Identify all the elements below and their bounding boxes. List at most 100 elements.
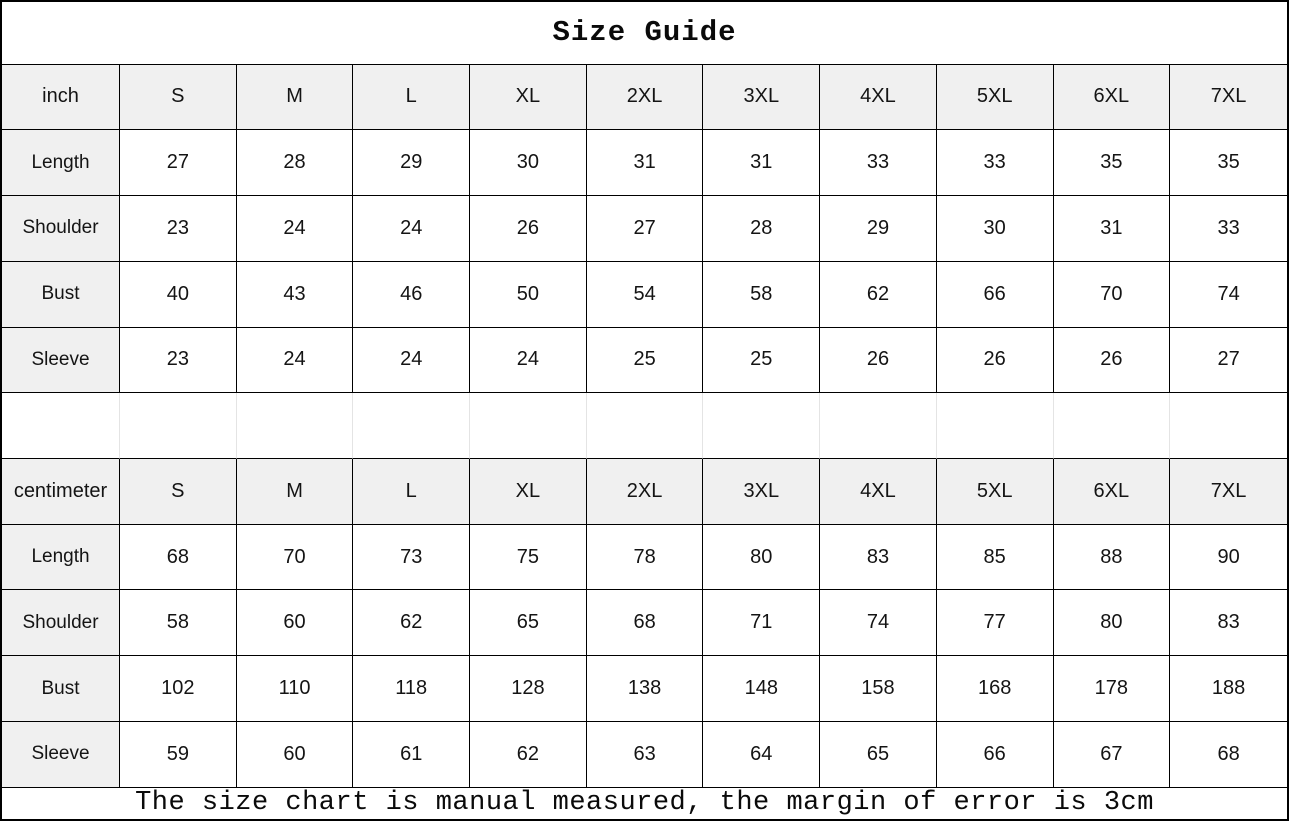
value-cell: 23 <box>120 196 237 262</box>
value-cell: 67 <box>1053 721 1171 788</box>
inch-size-header: 3XL <box>703 64 821 131</box>
row-label: Length <box>2 130 120 197</box>
inch-size-header: 5XL <box>936 64 1054 131</box>
cm-size-header: 5XL <box>936 459 1054 525</box>
inch-size-header: S <box>120 64 237 131</box>
value-cell: 27 <box>586 196 704 262</box>
value-cell: 62 <box>820 261 937 328</box>
value-cell: 29 <box>353 130 471 197</box>
value-cell: 25 <box>703 327 821 394</box>
gap-cell <box>936 393 1054 459</box>
value-cell: 46 <box>353 261 471 328</box>
value-cell: 61 <box>353 721 471 788</box>
inch-row-sleeve: Sleeve 23 24 24 24 25 25 26 26 26 27 <box>2 327 1287 394</box>
value-cell: 83 <box>820 524 937 591</box>
gap-cell <box>820 393 937 459</box>
value-cell: 60 <box>236 721 354 788</box>
value-cell: 85 <box>936 524 1054 591</box>
value-cell: 138 <box>586 656 704 722</box>
value-cell: 23 <box>120 327 237 394</box>
inch-row-length: Length 27 28 29 30 31 31 33 33 35 35 <box>2 130 1287 197</box>
cm-row-sleeve: Sleeve 59 60 61 62 63 64 65 66 67 68 <box>2 721 1287 788</box>
value-cell: 64 <box>703 721 821 788</box>
inch-row-shoulder: Shoulder 23 24 24 26 27 28 29 30 31 33 <box>2 196 1287 262</box>
gap-cell <box>1053 393 1171 459</box>
row-label: Bust <box>2 261 120 328</box>
inch-table: inch S M L XL 2XL 3XL 4XL 5XL 6XL 7XL Length 27 28 29 3… <box>2 64 1287 394</box>
value-cell: 71 <box>703 590 821 657</box>
cm-row-bust: Bust 102 110 118 128 138 148 158 168 178 188 <box>2 656 1287 722</box>
value-cell: 68 <box>586 590 704 657</box>
footer-section: The size chart is manual measured, the m… <box>2 787 1287 819</box>
value-cell: 31 <box>586 130 704 197</box>
value-cell: 27 <box>1170 327 1287 394</box>
gap-cell <box>236 393 354 459</box>
value-cell: 178 <box>1053 656 1171 722</box>
row-label: Length <box>2 524 120 591</box>
value-cell: 118 <box>353 656 471 722</box>
value-cell: 110 <box>236 656 354 722</box>
gap-cell <box>2 393 120 459</box>
cm-size-header: L <box>353 459 471 525</box>
inch-size-header: 2XL <box>586 64 704 131</box>
value-cell: 24 <box>470 327 587 394</box>
gap-cell <box>1170 393 1287 459</box>
value-cell: 168 <box>936 656 1054 722</box>
value-cell: 30 <box>470 130 587 197</box>
cm-row-length: Length 68 70 73 75 78 80 83 85 88 90 <box>2 524 1287 591</box>
value-cell: 43 <box>236 261 354 328</box>
value-cell: 31 <box>703 130 821 197</box>
value-cell: 62 <box>470 721 587 788</box>
inch-unit-label: inch <box>2 64 120 131</box>
value-cell: 59 <box>120 721 237 788</box>
value-cell: 188 <box>1170 656 1287 722</box>
value-cell: 33 <box>1170 196 1287 262</box>
value-cell: 90 <box>1170 524 1287 591</box>
value-cell: 74 <box>820 590 937 657</box>
value-cell: 80 <box>1053 590 1171 657</box>
row-label: Sleeve <box>2 327 120 394</box>
value-cell: 70 <box>236 524 354 591</box>
value-cell: 26 <box>936 327 1054 394</box>
value-cell: 62 <box>353 590 471 657</box>
value-cell: 33 <box>936 130 1054 197</box>
cm-row-shoulder: Shoulder 58 60 62 65 68 71 74 77 80 83 <box>2 590 1287 657</box>
value-cell: 74 <box>1170 261 1287 328</box>
table-gap-row <box>2 393 1287 459</box>
value-cell: 33 <box>820 130 937 197</box>
value-cell: 58 <box>120 590 237 657</box>
cm-size-header: 6XL <box>1053 459 1171 525</box>
value-cell: 68 <box>1170 721 1287 788</box>
inch-size-header: M <box>236 64 354 131</box>
value-cell: 68 <box>120 524 237 591</box>
value-cell: 65 <box>470 590 587 657</box>
page-title: Size Guide <box>2 2 1287 65</box>
cm-size-header: 4XL <box>820 459 937 525</box>
row-label: Sleeve <box>2 721 120 788</box>
gap-section <box>2 393 1287 459</box>
title-row: Size Guide <box>2 2 1287 65</box>
value-cell: 26 <box>820 327 937 394</box>
value-cell: 66 <box>936 721 1054 788</box>
value-cell: 24 <box>353 196 471 262</box>
value-cell: 60 <box>236 590 354 657</box>
value-cell: 73 <box>353 524 471 591</box>
value-cell: 54 <box>586 261 704 328</box>
gap-cell <box>586 393 704 459</box>
value-cell: 31 <box>1053 196 1171 262</box>
value-cell: 75 <box>470 524 587 591</box>
value-cell: 24 <box>236 327 354 394</box>
value-cell: 26 <box>1053 327 1171 394</box>
value-cell: 128 <box>470 656 587 722</box>
footer-row: The size chart is manual measured, the m… <box>2 787 1287 819</box>
title-section: Size Guide <box>2 2 1287 65</box>
value-cell: 102 <box>120 656 237 722</box>
value-cell: 70 <box>1053 261 1171 328</box>
value-cell: 29 <box>820 196 937 262</box>
value-cell: 40 <box>120 261 237 328</box>
value-cell: 88 <box>1053 524 1171 591</box>
inch-row-bust: Bust 40 43 46 50 54 58 62 66 70 74 <box>2 261 1287 328</box>
value-cell: 65 <box>820 721 937 788</box>
value-cell: 35 <box>1170 130 1287 197</box>
